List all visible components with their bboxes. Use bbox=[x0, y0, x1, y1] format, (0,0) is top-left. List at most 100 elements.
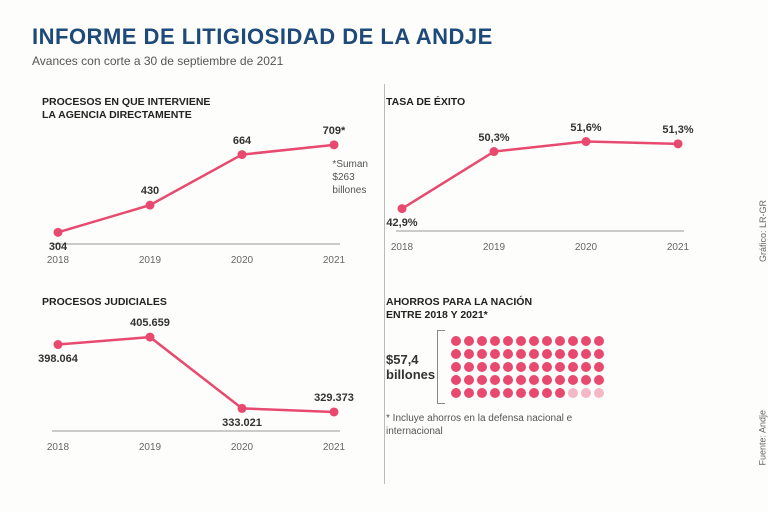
dot-icon bbox=[516, 336, 526, 346]
dot-icon bbox=[490, 388, 500, 398]
dot-icon bbox=[477, 349, 487, 359]
dot-icon bbox=[477, 362, 487, 372]
dot-icon bbox=[594, 388, 604, 398]
dot-icon bbox=[568, 349, 578, 359]
line-chart: 2018 2019 2020 2021 42,9% 50,3% 51,6% 51,3% bbox=[386, 113, 704, 253]
bracket-icon bbox=[437, 330, 445, 404]
dot-icon bbox=[477, 336, 487, 346]
dot-icon bbox=[529, 388, 539, 398]
data-label: 50,3% bbox=[478, 132, 509, 144]
dot-icon bbox=[581, 362, 591, 372]
x-axis-label: 2018 bbox=[47, 255, 69, 266]
dot-icon bbox=[555, 388, 565, 398]
dot-icon bbox=[451, 362, 461, 372]
dot-icon bbox=[594, 336, 604, 346]
credit-source: Fuente: Andje bbox=[758, 410, 768, 466]
dot-icon bbox=[516, 362, 526, 372]
dot-icon bbox=[516, 349, 526, 359]
x-axis-label: 2018 bbox=[391, 242, 413, 253]
line-chart: 2018201920202021398.064405.659333.021329… bbox=[42, 313, 360, 453]
dot-icon bbox=[464, 336, 474, 346]
chart-title: PROCESOS JUDICIALES bbox=[42, 296, 360, 309]
dot-icon bbox=[464, 375, 474, 385]
data-label: 405.659 bbox=[130, 317, 170, 329]
dot-icon bbox=[503, 375, 513, 385]
dot-icon bbox=[490, 336, 500, 346]
dot-icon bbox=[542, 388, 552, 398]
chart-title: AHORROS PARA LA NACIÓNENTRE 2018 Y 2021* bbox=[386, 296, 704, 322]
data-label: 430 bbox=[141, 185, 159, 197]
page-subtitle: Avances con corte a 30 de septiembre de … bbox=[32, 54, 720, 68]
x-axis-label: 2020 bbox=[231, 442, 253, 453]
x-axis-label: 2021 bbox=[323, 255, 345, 266]
data-label: 664 bbox=[233, 135, 251, 147]
data-label: 398.064 bbox=[38, 353, 78, 365]
dot-icon bbox=[490, 349, 500, 359]
x-axis-label: 2019 bbox=[483, 242, 505, 253]
dot-icon bbox=[503, 362, 513, 372]
x-axis-label: 2018 bbox=[47, 442, 69, 453]
line-chart: 2018 2019 2020 2021 304 430 664 709* bbox=[42, 126, 360, 266]
chart-procesos-directos: PROCESOS EN QUE INTERVIENELA AGENCIA DIR… bbox=[32, 86, 376, 286]
dot-icon bbox=[568, 375, 578, 385]
dot-icon bbox=[581, 336, 591, 346]
dot-icon bbox=[542, 362, 552, 372]
dot-icon bbox=[581, 349, 591, 359]
x-axis-label: 2019 bbox=[139, 442, 161, 453]
dot-icon bbox=[503, 388, 513, 398]
dot-icon bbox=[568, 362, 578, 372]
dot-icon bbox=[503, 336, 513, 346]
x-axis-label: 2020 bbox=[231, 255, 253, 266]
dot-icon bbox=[477, 375, 487, 385]
chart-tasa-exito: TASA DE ÉXITO 2018 2019 2020 2021 42,9% 50,3%… bbox=[376, 86, 720, 286]
data-label: 709* bbox=[323, 125, 346, 137]
dot-icon bbox=[581, 375, 591, 385]
dot-icon bbox=[464, 388, 474, 398]
page-title: INFORME DE LITIGIOSIDAD DE LA ANDJE bbox=[32, 24, 720, 50]
dot-icon bbox=[451, 375, 461, 385]
dot-icon bbox=[542, 349, 552, 359]
chart-title: TASA DE ÉXITO bbox=[386, 96, 704, 109]
dot-icon bbox=[594, 362, 604, 372]
chart-footnote: * Incluye ahorros en la defensa nacional… bbox=[386, 412, 704, 438]
dot-icon bbox=[490, 362, 500, 372]
credit-graphic: Gráfico: LR-GR bbox=[758, 200, 768, 262]
dot-icon bbox=[529, 375, 539, 385]
data-label: 304 bbox=[49, 241, 67, 253]
chart-grid: PROCESOS EN QUE INTERVIENELA AGENCIA DIR… bbox=[32, 86, 720, 486]
dot-grid bbox=[451, 336, 604, 398]
dot-icon bbox=[451, 349, 461, 359]
dot-icon bbox=[464, 349, 474, 359]
dot-icon bbox=[568, 388, 578, 398]
dot-icon bbox=[516, 375, 526, 385]
dot-icon bbox=[542, 375, 552, 385]
dot-icon bbox=[464, 362, 474, 372]
dot-icon bbox=[594, 349, 604, 359]
dot-icon bbox=[451, 336, 461, 346]
dot-icon bbox=[581, 388, 591, 398]
dot-icon bbox=[529, 362, 539, 372]
x-axis-label: 2019 bbox=[139, 255, 161, 266]
x-axis-label: 2021 bbox=[323, 442, 345, 453]
data-label: 329.373 bbox=[314, 392, 354, 404]
dot-icon bbox=[516, 388, 526, 398]
data-label: 42,9% bbox=[386, 217, 417, 229]
x-axis-label: 2021 bbox=[667, 242, 689, 253]
chart-title: PROCESOS EN QUE INTERVIENELA AGENCIA DIR… bbox=[42, 96, 360, 122]
dot-icon bbox=[568, 336, 578, 346]
dot-icon bbox=[529, 336, 539, 346]
data-label: 51,6% bbox=[570, 122, 601, 134]
dot-icon bbox=[555, 349, 565, 359]
chart-procesos-judiciales: PROCESOS JUDICIALES 2018 2019 2020 2021 398.… bbox=[32, 286, 376, 486]
x-axis-label: 2020 bbox=[575, 242, 597, 253]
chart-note: *Suman$263billones bbox=[332, 158, 368, 197]
dot-icon bbox=[555, 336, 565, 346]
dot-icon bbox=[451, 388, 461, 398]
dot-icon bbox=[555, 362, 565, 372]
dot-icon bbox=[503, 349, 513, 359]
dot-icon bbox=[490, 375, 500, 385]
data-label: 333.021 bbox=[222, 417, 262, 429]
dot-icon bbox=[542, 336, 552, 346]
data-label: 51,3% bbox=[662, 124, 693, 136]
dot-icon bbox=[477, 388, 487, 398]
